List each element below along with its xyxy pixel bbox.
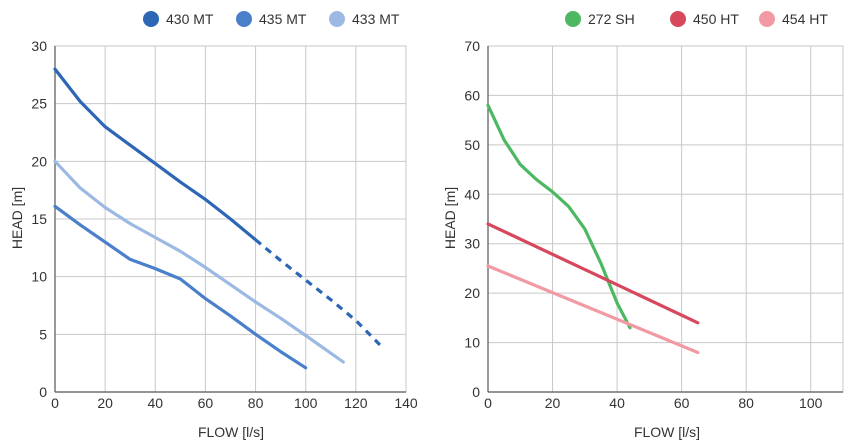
- legend-label-430-mt: 430 MT: [166, 11, 214, 27]
- left-x-tick-label: 60: [198, 395, 214, 411]
- left-x-tick-label: 0: [51, 395, 59, 411]
- left-x-tick-label: 20: [97, 395, 113, 411]
- right-chart-legend: 272 SH 450 HT 454 HT: [565, 11, 828, 27]
- legend-item-430-mt[interactable]: 430 MT: [143, 11, 214, 27]
- legend-swatch-450-ht: [670, 11, 686, 27]
- legend-label-450-ht: 450 HT: [693, 11, 739, 27]
- series-line-435-mt: [53, 204, 308, 370]
- right-y-tick-label: 20: [464, 285, 480, 301]
- right-y-tick-label: 10: [464, 335, 480, 351]
- series-line-dashed-430-mt: [254, 238, 383, 348]
- left-chart-legend: 430 MT 435 MT 433 MT: [143, 11, 400, 27]
- legend-label-272-sh: 272 SH: [588, 11, 635, 27]
- left-x-tick-label: 140: [394, 395, 418, 411]
- right-chart: 0 10 20 30 40 50 60 70 0 20 40 60 80 100 HEAD [m] FL…: [442, 11, 844, 440]
- right-y-tick-label: 0: [472, 384, 480, 400]
- right-chart-y-ticks: 0 10 20 30 40 50 60 70: [464, 38, 480, 400]
- legend-item-454-ht[interactable]: 454 HT: [759, 11, 828, 27]
- right-y-tick-label: 60: [464, 87, 480, 103]
- legend-item-433-mt[interactable]: 433 MT: [329, 11, 400, 27]
- right-chart-grid: [487, 45, 844, 393]
- right-x-tick-label: 80: [738, 395, 754, 411]
- left-y-tick-label: 10: [31, 269, 47, 285]
- left-x-tick-label: 80: [248, 395, 264, 411]
- left-chart: 0 5 10 15 20 25 30 0 20 40 60 80 100 120 140 HEAD [m]…: [9, 11, 418, 440]
- series-line-454-ht: [486, 264, 700, 355]
- legend-swatch-433-mt: [329, 11, 345, 27]
- legend-swatch-430-mt: [143, 11, 159, 27]
- left-chart-grid: [54, 45, 407, 393]
- legend-item-435-mt[interactable]: 435 MT: [236, 11, 307, 27]
- left-y-tick-label: 30: [31, 38, 47, 54]
- series-line-272-sh: [486, 103, 632, 330]
- right-x-tick-label: 40: [609, 395, 625, 411]
- left-x-tick-label: 100: [294, 395, 318, 411]
- legend-label-433-mt: 433 MT: [352, 11, 400, 27]
- right-y-tick-label: 50: [464, 137, 480, 153]
- right-chart-y-axis-label: HEAD [m]: [442, 187, 458, 249]
- left-chart-x-axis-label: FLOW [l/s]: [198, 424, 264, 440]
- right-x-tick-label: 0: [484, 395, 492, 411]
- left-y-tick-label: 25: [31, 96, 47, 112]
- right-x-tick-label: 60: [674, 395, 690, 411]
- legend-swatch-435-mt: [236, 11, 252, 27]
- right-y-tick-label: 70: [464, 38, 480, 54]
- legend-label-454-ht: 454 HT: [782, 11, 828, 27]
- left-y-tick-label: 20: [31, 153, 47, 169]
- series-line-430-mt: [53, 67, 258, 242]
- left-y-tick-label: 0: [39, 384, 47, 400]
- left-chart-y-axis-label: HEAD [m]: [9, 187, 25, 249]
- series-line-433-mt: [53, 159, 345, 364]
- legend-label-435-mt: 435 MT: [259, 11, 307, 27]
- legend-item-450-ht[interactable]: 450 HT: [670, 11, 739, 27]
- left-chart-series: [53, 67, 383, 370]
- legend-swatch-454-ht: [759, 11, 775, 27]
- left-y-tick-label: 5: [39, 326, 47, 342]
- left-chart-y-ticks: 0 5 10 15 20 25 30: [31, 38, 47, 400]
- series-line-450-ht: [486, 222, 700, 325]
- right-y-tick-label: 30: [464, 236, 480, 252]
- right-chart-x-ticks: 0 20 40 60 80 100: [484, 395, 823, 411]
- right-x-tick-label: 100: [799, 395, 823, 411]
- right-x-tick-label: 20: [545, 395, 561, 411]
- legend-swatch-272-sh: [565, 11, 581, 27]
- right-chart-x-axis-label: FLOW [l/s]: [634, 424, 700, 440]
- left-y-tick-label: 15: [31, 211, 47, 227]
- legend-item-272-sh[interactable]: 272 SH: [565, 11, 635, 27]
- left-chart-x-ticks: 0 20 40 60 80 100 120 140: [51, 395, 418, 411]
- left-x-tick-label: 120: [344, 395, 368, 411]
- right-chart-series: [486, 103, 700, 355]
- right-y-tick-label: 40: [464, 186, 480, 202]
- left-x-tick-label: 40: [147, 395, 163, 411]
